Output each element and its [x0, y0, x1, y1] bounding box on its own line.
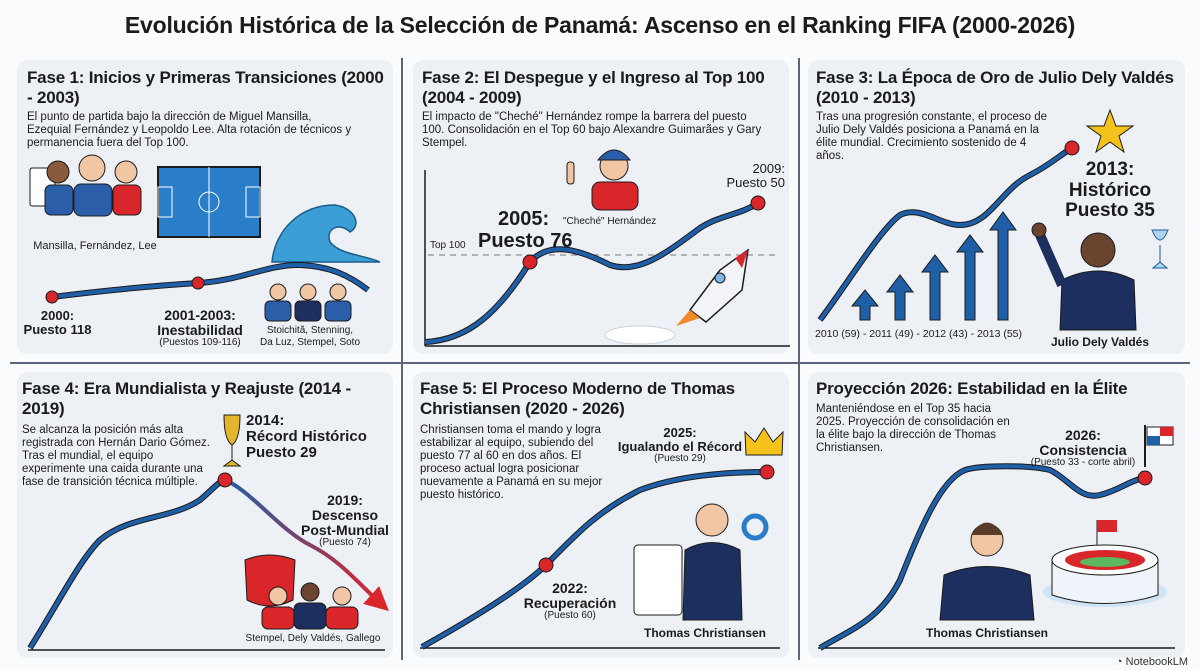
thomas-christiansen-illustration-2 [939, 522, 1035, 621]
label-title: Histórico [1068, 179, 1152, 201]
label-year: 2022: [552, 580, 588, 596]
panama-flag-icon [1144, 425, 1174, 467]
football-pitch-icon [157, 166, 261, 238]
trophy-icon [1151, 229, 1169, 269]
label-year: 2009: [752, 161, 785, 176]
stadium-icon [1043, 520, 1167, 607]
brand-label: NotebookLM [1125, 656, 1188, 668]
column-divider [401, 58, 403, 660]
rocket-icon [604, 248, 750, 345]
notebooklm-footer: ◔ NotebookLM [1116, 656, 1188, 668]
coaches2-caption: Stoichită, Stenning, Da Luz, Stempel, Sot… [255, 325, 365, 349]
label-rank: (Puesto 33 - corte abril) [1030, 457, 1136, 469]
label-year: 2026: [1065, 427, 1101, 443]
coach-caption: Thomas Christiansen [925, 626, 1049, 640]
label-2025: 2025: Igualando el Récord (Puesto 29) [615, 425, 745, 465]
label-rank: Puesto 35 [1065, 200, 1155, 222]
star-icon [1085, 108, 1135, 154]
point-2022 [538, 557, 554, 573]
label-2022: 2022: Recuperación (Puesto 60) [515, 580, 625, 622]
phase-1-title: Fase 1: Inicios y Primeras Transiciones … [27, 68, 384, 107]
label-rank: (Puesto 74) [319, 537, 371, 549]
label-title: Récord Histórico [246, 428, 367, 446]
phase-1-description: El punto de partida bajo la dirección de… [27, 111, 352, 149]
julio-dely-valdes-illustration [1031, 222, 1169, 331]
point-2001-2003 [191, 276, 205, 290]
label-2001-2003: 2001-2003: Inestabilidad (Puestos 109-116) [140, 307, 260, 349]
point-2014 [217, 472, 233, 488]
point-2009 [750, 195, 766, 211]
caption-line: Da Luz, Stempel, Soto [259, 337, 361, 348]
wave-icon [271, 204, 381, 263]
label-title: Recuperación [523, 595, 617, 612]
tactics-board-icon [633, 544, 683, 616]
phase-3-description: Tras una progresión constante, el proces… [816, 111, 1047, 162]
crown-icon [744, 427, 784, 456]
phase-2-title: Fase 2: El Despegue y el Ingreso al Top … [422, 68, 765, 107]
ranking-curve-phase-4-rise [27, 477, 227, 650]
label-title: Igualando el Récord [617, 439, 743, 455]
thomas-christiansen-illustration-1 [633, 503, 769, 621]
projection-description: Manteniéndose en el Top 35 hacia 2025. P… [816, 403, 1010, 454]
row-divider [10, 362, 1190, 364]
label-title: Inestabilidad [157, 322, 243, 339]
world-cup-trophy-icon [222, 414, 242, 467]
label-year: 2001-2003: [164, 307, 236, 323]
label-2005: 2005: Puesto 76 [478, 208, 573, 252]
caption-line: Stoichită, Stenning, [266, 325, 354, 336]
phase-2-description: El impacto de "Cheché" Hernández rompe l… [422, 111, 762, 149]
label-year: 2014: [246, 412, 285, 429]
coaches-caption: Mansilla, Fernández, Lee [33, 240, 157, 252]
label-year: 2025: [663, 425, 697, 440]
projection-title: Proyección 2026: Estabilidad en la Élite [816, 379, 1128, 398]
notebooklm-logo-icon: ◔ [1115, 656, 1126, 668]
label-rank: Puesto 29 [246, 444, 317, 462]
coaches-illustration-2 [264, 283, 352, 322]
coaches-illustration-phase-4 [244, 554, 359, 630]
label-year: 2000: [40, 308, 75, 323]
point-2000 [45, 290, 59, 304]
page-title: Evolución Histórica de la Selección de P… [124, 12, 1076, 38]
coaches-illustration-1 [29, 154, 142, 217]
label-rank: (Puesto 29) [654, 453, 706, 465]
label-rank: Puesto 50 [726, 175, 785, 191]
point-2013 [1064, 140, 1080, 156]
phase-5-title: Fase 5: El Proceso Moderno de Thomas Chr… [420, 379, 735, 418]
label-2014: 2014: Récord Histórico Puesto 29 [246, 412, 367, 462]
phase-4-description: Se alcanza la posición más alta registra… [22, 424, 210, 488]
point-2025 [759, 464, 775, 480]
label-rank: (Puestos 109-116) [159, 337, 241, 349]
coach-caption: Thomas Christiansen [643, 626, 767, 640]
gear-icon [741, 513, 769, 541]
label-year: 2005: [498, 208, 550, 230]
label-2013: 2013: Histórico Puesto 35 [1050, 159, 1170, 222]
label-title: Descenso [311, 507, 379, 524]
yearly-ranks: 2010 (59) - 2011 (49) - 2012 (43) - 2013… [815, 328, 1023, 340]
label-rank: Puesto 76 [478, 229, 573, 252]
coach-caption: Julio Dely Valdés [1050, 335, 1150, 349]
label-title: Post-Mundial [301, 522, 389, 539]
phase-4-title: Fase 4: Era Mundialista y Reajuste (2014… [22, 379, 351, 418]
label-rank: Puesto 118 [23, 322, 92, 338]
coach-caption: "Cheché" Hernández [563, 216, 657, 227]
point-2005 [522, 254, 538, 270]
column-divider [798, 58, 800, 660]
top100-label: Top 100 [430, 240, 466, 251]
label-year: 2019: [327, 492, 363, 508]
label-year: 2013: [1085, 159, 1135, 180]
label-2000: 2000: Puesto 118 [10, 308, 105, 338]
phase-5-description: Christiansen toma el mando y logra estab… [420, 424, 603, 501]
label-2026: 2026: Consistencia (Puesto 33 - corte abri… [1018, 427, 1148, 469]
ranking-curve-phase-4-fall [224, 478, 389, 612]
label-title: Consistencia [1039, 442, 1127, 459]
growth-arrows [850, 211, 1017, 321]
coach-cheche-illustration [566, 149, 639, 211]
label-2009: 2009: Puesto 50 [715, 161, 785, 191]
point-2026 [1137, 470, 1153, 486]
label-2019: 2019: Descenso Post-Mundial (Puesto 74) [295, 492, 395, 549]
coaches-caption: Stempel, Dely Valdés, Gallego [245, 633, 381, 644]
label-rank: (Puesto 60) [544, 610, 596, 622]
phase-3-title: Fase 3: La Época de Oro de Julio Dely Va… [816, 68, 1174, 107]
